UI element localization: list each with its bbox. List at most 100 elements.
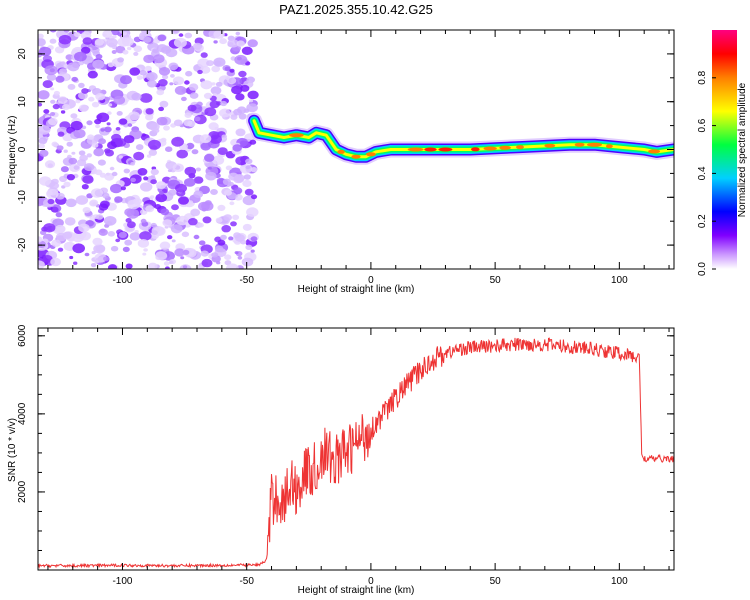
noise-speck: [92, 142, 99, 148]
noise-speck: [129, 67, 141, 76]
noise-speck: [156, 181, 167, 190]
noise-speck: [211, 252, 219, 258]
noise-speck: [146, 154, 152, 158]
noise-speck: [197, 58, 210, 68]
spectrogram-ylabel: Frequency (Hz): [7, 116, 18, 185]
noise-speck: [193, 176, 204, 184]
noise-speck: [233, 108, 243, 116]
noise-speck: [57, 247, 64, 252]
noise-speck: [60, 61, 66, 65]
noise-speck: [142, 252, 147, 256]
noise-speck: [44, 65, 58, 76]
noise-speck: [129, 232, 141, 241]
noise-speck: [84, 252, 90, 257]
noise-speck: [224, 66, 231, 71]
noise-speck: [163, 261, 170, 266]
noise-speck: [124, 239, 133, 246]
spectrogram-xtick-label: -100: [112, 275, 132, 286]
noise-speck: [71, 151, 76, 155]
noise-speck: [122, 246, 130, 253]
noise-speck: [122, 31, 127, 35]
snr-series-line: [38, 337, 674, 569]
snr-ytick-label: 6000: [17, 324, 28, 347]
noise-speck: [91, 251, 96, 255]
noise-speck: [62, 104, 70, 111]
noise-speck: [88, 96, 95, 102]
noise-speck: [83, 163, 95, 172]
noise-speck: [38, 90, 50, 100]
noise-speck: [46, 189, 59, 199]
noise-speck: [51, 239, 61, 247]
noise-speck: [118, 118, 128, 125]
noise-speck: [212, 93, 217, 97]
noise-speck: [75, 99, 81, 104]
noise-speck: [227, 77, 237, 85]
noise-speck: [106, 122, 111, 126]
noise-speck: [64, 217, 76, 226]
noise-speck: [111, 50, 117, 54]
noise-speck: [63, 181, 71, 188]
noise-speck: [59, 68, 68, 75]
noise-speck: [167, 169, 172, 173]
noise-speck: [213, 40, 218, 44]
noise-speck: [209, 100, 220, 109]
noise-speck: [57, 96, 68, 104]
figure-title: PAZ1.2025.355.10.42.G25: [279, 2, 433, 17]
noise-speck: [211, 65, 221, 73]
noise-speck: [79, 231, 91, 241]
noise-speck: [78, 150, 86, 156]
noise-speck: [150, 195, 155, 199]
noise-speck: [110, 183, 123, 194]
noise-speck: [117, 57, 124, 63]
noise-speck: [201, 258, 213, 268]
noise-speck: [95, 124, 101, 129]
noise-speck: [198, 240, 206, 246]
noise-speck: [113, 95, 126, 105]
noise-speck: [217, 239, 226, 246]
noise-speck: [107, 141, 118, 150]
noise-speck: [250, 236, 258, 242]
noise-speck: [91, 101, 100, 108]
noise-speck: [98, 228, 108, 236]
noise-speck: [126, 221, 136, 229]
noise-speck: [123, 168, 130, 174]
noise-speck: [63, 30, 70, 33]
noise-speck: [187, 104, 197, 112]
snr-xtick-label: 50: [490, 576, 502, 587]
noise-speck: [42, 254, 53, 263]
noise-speck: [44, 160, 56, 169]
noise-speck: [167, 235, 173, 240]
noise-speck: [38, 137, 48, 145]
noise-speck: [161, 46, 172, 54]
noise-speck: [72, 243, 85, 254]
ridge-hotspot: [407, 147, 424, 152]
noise-speck: [150, 168, 159, 176]
noise-speck: [182, 265, 188, 269]
noise-speck: [141, 32, 147, 37]
noise-speck: [120, 33, 132, 42]
noise-speck: [186, 142, 195, 150]
noise-speck: [53, 90, 61, 96]
ridge-hotspot: [516, 145, 524, 150]
ridge-hotspot: [424, 147, 437, 152]
snr-xtick-label: -50: [239, 576, 254, 587]
spectrogram-ytick-label: 10: [17, 96, 28, 108]
noise-speck: [73, 128, 86, 139]
colorbar-tick-label: 0.2: [697, 214, 708, 228]
noise-speck: [202, 216, 212, 224]
noise-speck: [82, 207, 91, 214]
noise-speck: [65, 198, 77, 208]
noise-speck: [196, 265, 205, 269]
snr-xtick-label: 100: [611, 576, 628, 587]
noise-speck: [148, 149, 157, 156]
noise-speck: [107, 62, 115, 68]
spectrogram-ytick-label: 0: [17, 146, 28, 152]
noise-speck: [52, 103, 60, 110]
noise-speck: [249, 139, 257, 145]
noise-speck: [39, 176, 52, 186]
noise-speck: [217, 147, 228, 156]
noise-speck: [38, 102, 43, 107]
noise-speck: [219, 38, 228, 45]
snr-x-axis: -100 -50 0 50 100: [47, 328, 670, 587]
